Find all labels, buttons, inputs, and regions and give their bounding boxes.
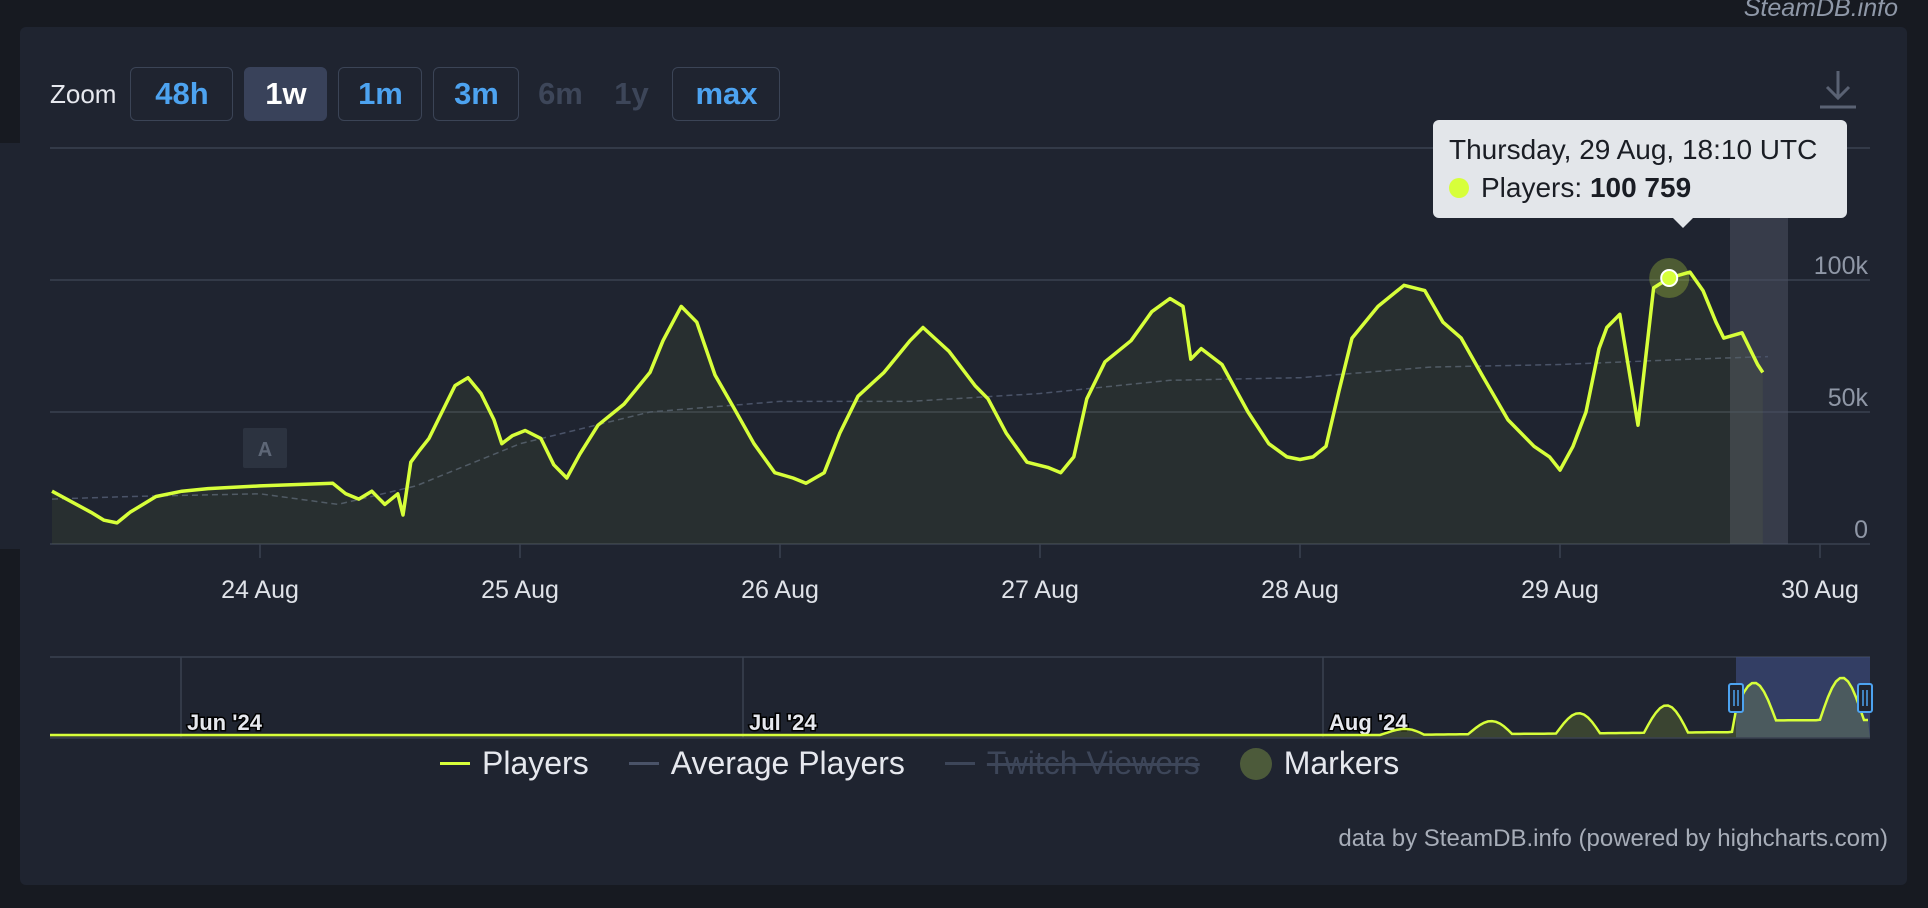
steamdb-watermark: SteamDB.info [1743,0,1898,22]
zoom-max-button[interactable]: max [672,67,781,121]
navigator-line [50,676,1868,737]
zoom-label: Zoom [50,78,117,109]
players-area [52,272,1763,544]
legend-item-players[interactable]: Players [440,745,589,782]
tooltip-series-label: Players: [1481,172,1583,203]
zoom-6m-button: 6m [538,76,583,111]
legend-item-twitch-viewers[interactable]: Twitch Viewers [944,745,1200,782]
hover-point [1660,268,1679,287]
tooltip-tail [1673,218,1693,228]
tooltip-value: 100 759 [1589,172,1692,203]
tooltip: Thursday, 29 Aug, 18:10 UTC Players: 100… [1433,120,1847,228]
tooltip-series-dot [1449,178,1469,198]
tooltip-title: Thursday, 29 Aug, 18:10 UTC [1449,134,1818,165]
marker-a-label: A [258,439,272,461]
x-tick-label: 30 Aug [1781,576,1859,604]
left-mask [0,143,50,549]
y-tick-label: 100k [1814,252,1869,280]
zoom-3m-button[interactable]: 3m [433,67,520,121]
x-tick-label: 26 Aug [741,576,819,604]
navigator-label: Jul '24 [749,710,817,735]
chart-legend: Players Average Players Twitch Viewers M… [440,745,1439,782]
marker-a-box [243,428,287,468]
x-tick-label: 25 Aug [481,576,559,604]
x-tick-label: 28 Aug [1261,576,1339,604]
right-mask [1870,143,1900,549]
navigator-selection [1736,657,1870,738]
navigator-left-handle[interactable] [1728,683,1744,713]
legend-twitch-line [944,762,975,765]
download-icon[interactable] [1816,67,1860,111]
x-tick-label: 27 Aug [1001,576,1079,604]
x-tick-label: 29 Aug [1521,576,1599,604]
navigator-right-handle[interactable] [1857,683,1873,713]
zoom-toolbar: Zoom 48h 1w 1m 3m 6m 1y max [50,66,791,122]
legend-average-label: Average Players [670,745,905,781]
zoom-1w-button[interactable]: 1w [244,67,328,121]
y-tick-label: 0 [1854,516,1868,544]
x-tick-label: 24 Aug [221,576,299,604]
legend-markers-label: Markers [1283,745,1400,781]
legend-players-label: Players [482,745,589,781]
zoom-48h-button[interactable]: 48h [130,67,234,121]
zoom-1m-button[interactable]: 1m [338,67,423,121]
legend-twitch-label: Twitch Viewers [986,745,1200,781]
legend-average-line [628,762,659,765]
y-tick-label: 50k [1828,384,1869,412]
zoom-1y-button: 1y [614,76,649,111]
legend-item-average-players[interactable]: Average Players [628,745,905,782]
navigator-label: Jun '24 [187,710,263,735]
legend-markers-icon [1239,747,1272,780]
legend-item-markers[interactable]: Markers [1239,745,1400,782]
chart-credits: data by SteamDB.info (powered by highcha… [1338,825,1888,852]
players-line [51,270,1765,525]
legend-players-line [440,762,470,765]
